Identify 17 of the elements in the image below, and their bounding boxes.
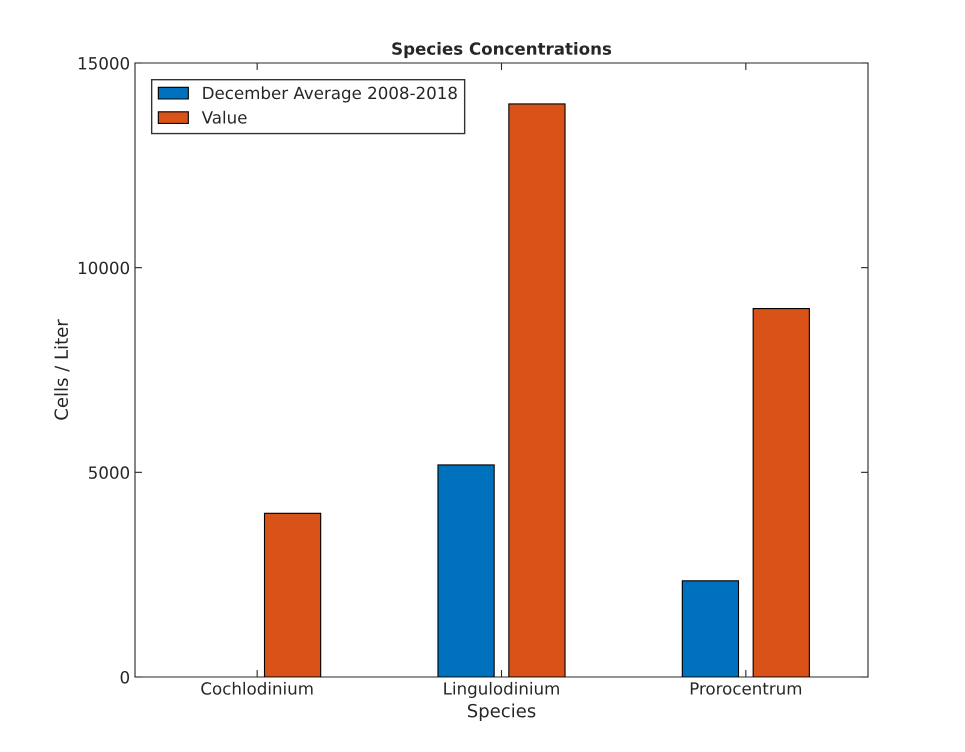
y-tick-label: 0 <box>120 670 130 684</box>
legend-label: Value <box>202 110 247 124</box>
bar <box>264 512 322 677</box>
bar <box>508 103 566 677</box>
y-axis-title: Cells / Liter <box>54 319 70 420</box>
chart-title: Species Concentrations <box>392 42 612 58</box>
y-tick-label: 5000 <box>89 466 130 479</box>
bar <box>437 464 495 677</box>
x-axis-title: Species <box>468 704 536 722</box>
x-tick-label: Cochlodinium <box>201 682 313 695</box>
x-tick-label: Prorocentrum <box>690 682 802 695</box>
bar <box>682 580 740 677</box>
y-tick-label: 15000 <box>78 56 130 70</box>
x-tick-label: Lingulodinium <box>444 682 559 698</box>
y-tick-label: 10000 <box>78 262 130 274</box>
legend-label: December Average 2008-2018 <box>203 86 457 102</box>
bar <box>752 308 810 677</box>
